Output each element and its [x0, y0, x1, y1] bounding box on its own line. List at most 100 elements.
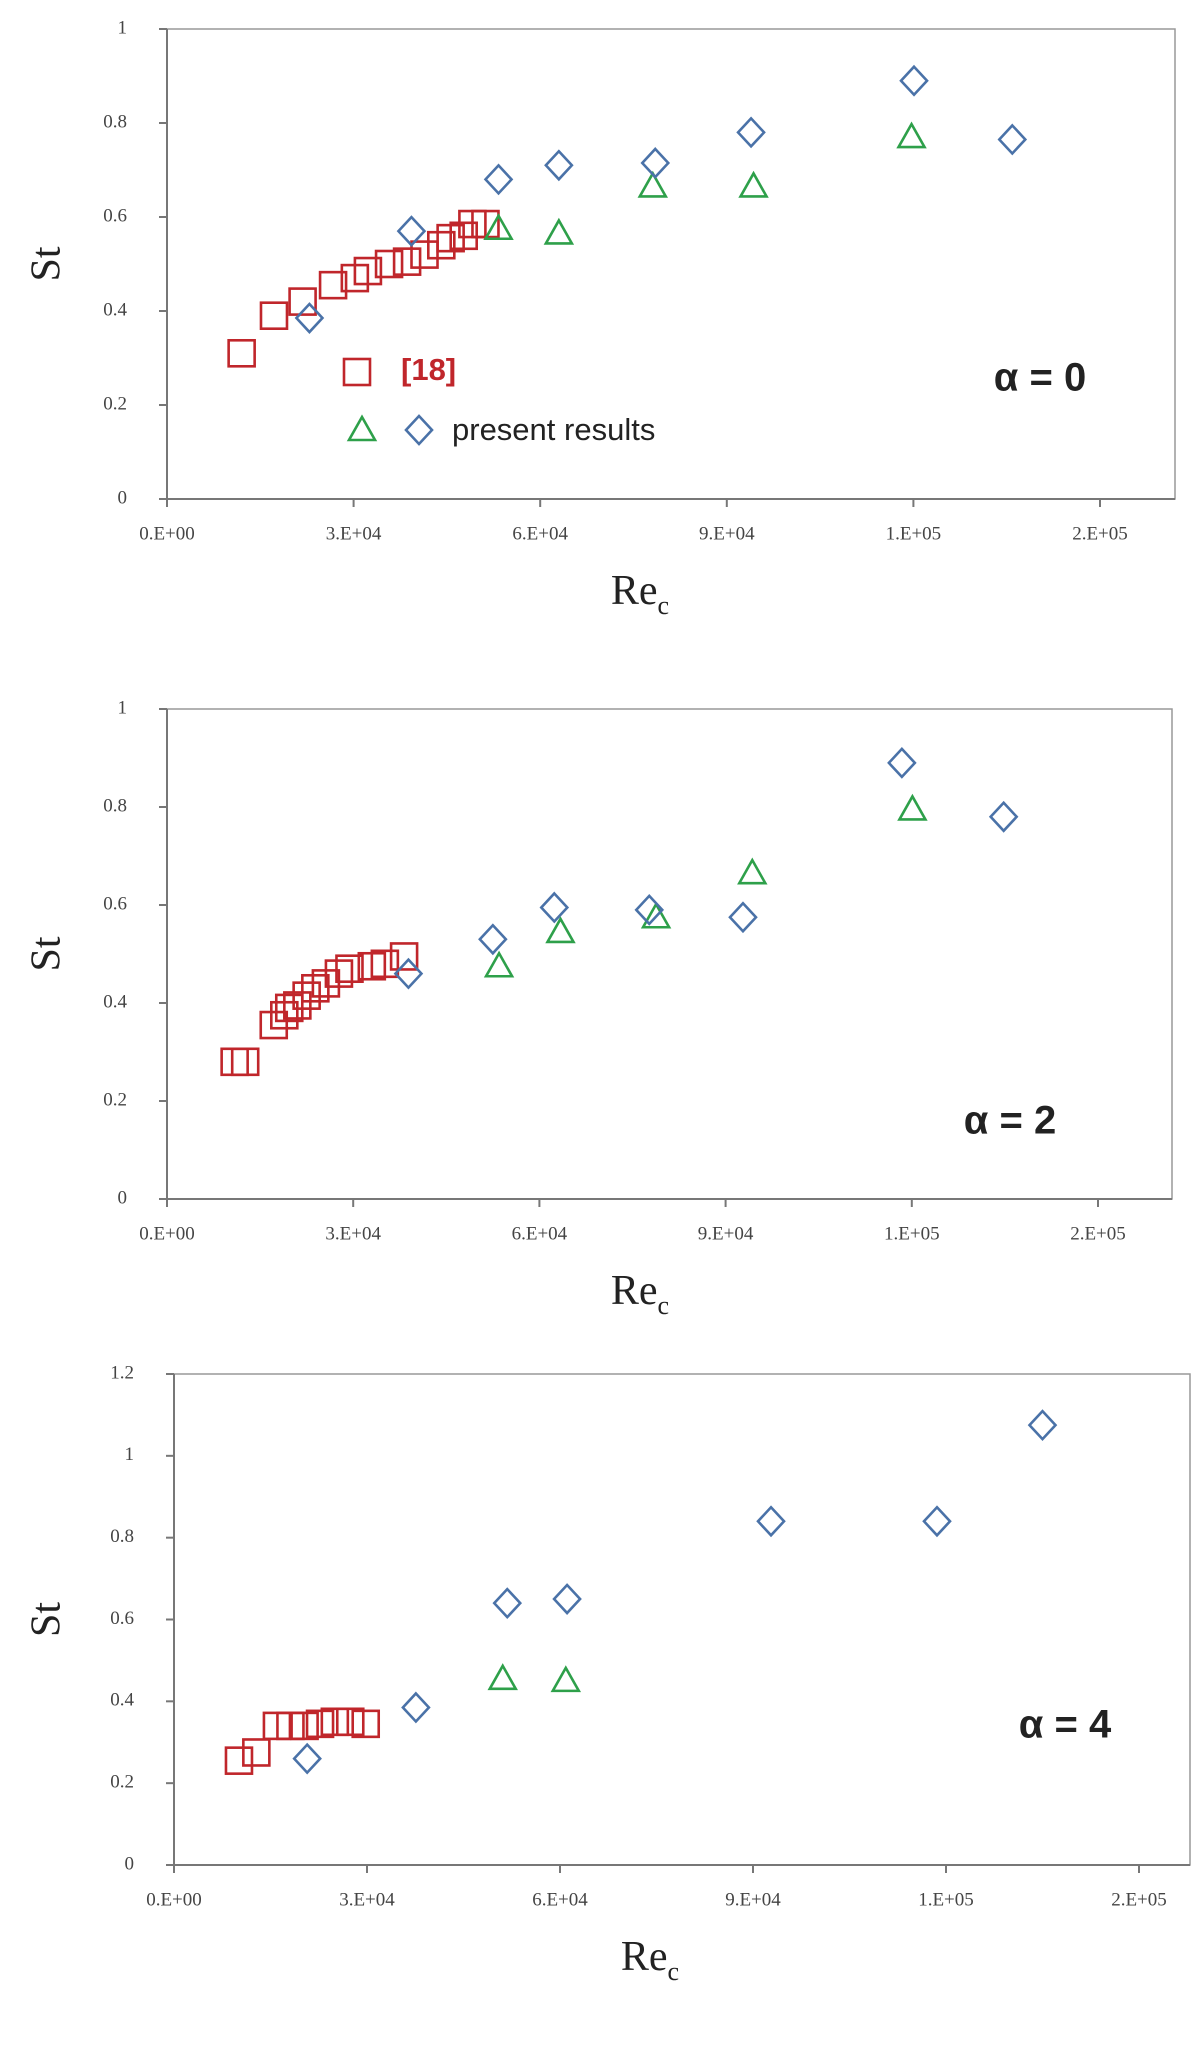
point [410, 240, 439, 269]
x-tick-label: 0.E+00 [146, 1889, 202, 1910]
point [318, 270, 348, 300]
x-tick-label: 3.E+04 [339, 1889, 395, 1910]
point [220, 1047, 249, 1077]
point [899, 64, 929, 97]
point [483, 213, 514, 241]
y-tick-label: 0 [125, 1853, 135, 1874]
y-tick-label: 0.6 [103, 205, 127, 226]
point [353, 256, 383, 286]
y-tick-label: 1 [125, 1444, 135, 1465]
point [550, 1665, 582, 1693]
x-tick-label: 6.E+04 [532, 1889, 588, 1910]
x-tick-label: 1.E+05 [884, 1223, 940, 1244]
point [756, 1505, 786, 1538]
y-tick-label: 0.2 [103, 393, 127, 414]
point [393, 957, 424, 990]
x-tick-label: 1.E+05 [918, 1889, 974, 1910]
point [305, 1709, 335, 1739]
legend-marker [342, 357, 372, 387]
point [288, 287, 317, 316]
point [370, 949, 400, 979]
point [259, 1010, 289, 1040]
x-tick-label: 0.E+00 [139, 523, 195, 544]
x-axis-label-main: Re [611, 1268, 658, 1314]
point [539, 891, 570, 924]
point [487, 1663, 518, 1691]
annotation: α = 4 [1019, 1703, 1112, 1747]
point [320, 1707, 350, 1737]
point [640, 901, 672, 929]
point [552, 1583, 582, 1615]
x-tick-label: 0.E+00 [139, 1223, 195, 1244]
point [543, 217, 575, 245]
point [396, 215, 427, 248]
point [897, 793, 928, 821]
legend-label: [18] [401, 352, 456, 387]
x-tick-label: 9.E+04 [725, 1889, 781, 1910]
x-tick-label: 3.E+04 [325, 1223, 381, 1244]
y-tick-label: 0.8 [110, 1526, 134, 1547]
point [389, 942, 419, 971]
point [374, 249, 404, 279]
y-tick-label: 0 [118, 487, 128, 508]
point [738, 170, 769, 198]
plot-frame [166, 28, 1176, 500]
point [283, 991, 312, 1020]
x-tick-label: 6.E+04 [512, 523, 568, 544]
y-axis-label: St [24, 1602, 70, 1637]
x-tick-label: 3.E+04 [326, 523, 382, 544]
point [324, 959, 354, 988]
point [392, 247, 422, 276]
point [351, 1709, 381, 1739]
y-tick-label: 0.6 [103, 893, 127, 914]
point [887, 746, 917, 779]
point [544, 149, 574, 182]
legend-marker [404, 414, 434, 446]
point [292, 1742, 322, 1775]
y-axis-label: St [24, 936, 70, 971]
point [545, 916, 576, 944]
point [224, 1746, 254, 1775]
y-tick-label: 0.4 [103, 299, 127, 320]
point [634, 893, 665, 926]
point [227, 338, 256, 368]
point [922, 1505, 952, 1538]
point [736, 116, 766, 149]
x-axis-label-main: Re [621, 1934, 668, 1980]
y-tick-label: 0.4 [103, 991, 127, 1012]
y-tick-label: 0.8 [103, 111, 127, 132]
x-axis-label: Rec [611, 1268, 669, 1320]
point [728, 901, 758, 934]
x-tick-label: 2.E+05 [1070, 1223, 1126, 1244]
x-axis-label-sub: c [658, 1291, 670, 1320]
y-tick-label: 0 [118, 1187, 128, 1208]
point [427, 230, 456, 260]
x-axis-label: Rec [621, 1934, 679, 1986]
annotation: α = 0 [994, 356, 1086, 400]
x-axis-label-sub: c [668, 1957, 680, 1986]
point [483, 950, 515, 978]
y-tick-label: 1 [118, 697, 128, 718]
x-tick-label: 9.E+04 [698, 1223, 754, 1244]
y-tick-label: 0.2 [110, 1772, 134, 1793]
point [335, 954, 364, 984]
point [242, 1738, 271, 1767]
point [896, 121, 927, 149]
point [290, 1711, 319, 1741]
x-axis-label-sub: c [658, 591, 670, 620]
y-tick-label: 0.4 [110, 1690, 134, 1711]
plot-frame [173, 1373, 1191, 1866]
x-tick-label: 6.E+04 [512, 1223, 568, 1244]
point [478, 923, 508, 956]
legend-label: present results [452, 412, 655, 447]
point [1027, 1409, 1058, 1442]
x-tick-label: 2.E+05 [1111, 1889, 1167, 1910]
point [335, 1707, 365, 1737]
y-tick-label: 1 [118, 17, 128, 38]
point [483, 163, 514, 196]
y-tick-label: 0.8 [103, 795, 127, 816]
point [640, 147, 671, 179]
x-tick-label: 2.E+05 [1072, 523, 1128, 544]
y-tick-label: 0.6 [110, 1608, 134, 1629]
point [988, 800, 1019, 833]
